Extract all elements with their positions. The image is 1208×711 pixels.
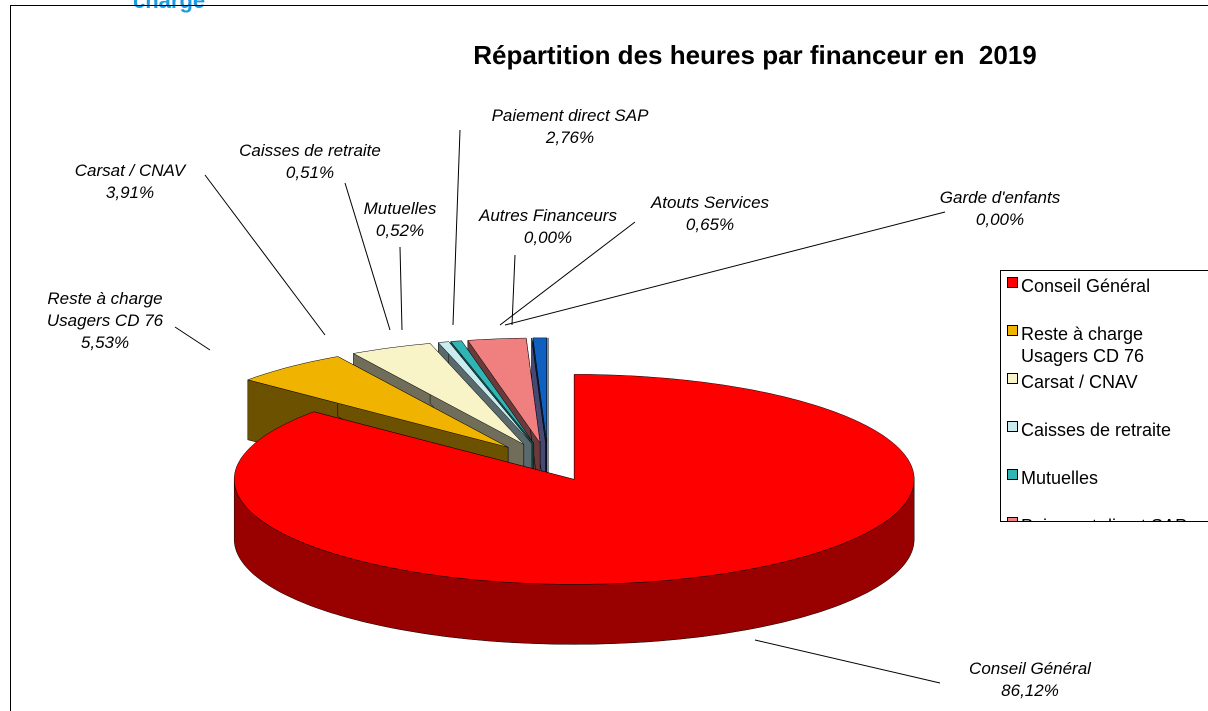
value-label: 5,53% [80,333,130,352]
slice-label: Caisses de retraite 0,51% [210,140,410,184]
leader-line [204,174,326,336]
leader-line [344,182,391,331]
legend-label: Reste à charge Usagers CD 76 [1021,324,1145,366]
legend-swatch [1007,373,1018,384]
legend: Conseil Général Reste à charge Usagers CD… [1000,270,1208,522]
slice-label: Carsat / CNAV 3,91% [50,160,210,204]
value-label: 0,52% [375,221,425,240]
slice-label: Reste à charge Usagers CD 76 5,53% [25,288,185,354]
category-label: Atouts Services [650,193,770,212]
slice [532,337,547,443]
heading-fragment: charge [133,0,206,13]
legend-swatch [1007,277,1018,288]
slice-label: Autres Financeurs 0,00% [448,205,648,249]
legend-label: Conseil Général [1021,276,1151,296]
slice-label: Atouts Services 0,65% [620,192,800,236]
value-label: 2,76% [545,128,595,147]
chart-title: Répartition des heures par financeur en … [473,40,1037,70]
legend-item: Reste à charge Usagers CD 76 [1001,319,1208,367]
slice [246,356,509,448]
legend-item: Caisses de retraite [1001,415,1208,463]
category-label: Autres Financeurs [479,206,617,225]
value-label: 86,12% [1001,681,1059,700]
legend-label: Mutuelles [1021,468,1099,488]
category-label: Mutuelles [363,199,437,218]
legend-item: Paiement direct SAP [1001,511,1208,521]
slice-label: Garde d'enfants 0,00% [910,187,1090,231]
legend-label: Carsat / CNAV [1021,372,1138,392]
value-label: 0,00% [975,210,1025,229]
value-label: 3,91% [105,183,155,202]
legend-swatch [1007,421,1018,432]
leader-line [511,254,516,326]
value-label: 0,65% [685,215,735,234]
category-label: Conseil Général [969,659,1091,678]
leader-line [399,246,403,331]
leader-line [452,129,461,326]
slice [352,343,524,445]
category-label: Caisses de retraite [239,141,381,160]
legend-item: Conseil Général [1001,271,1208,319]
legend-swatch [1007,469,1018,480]
legend-label: Paiement direct SAP [1021,511,1201,521]
slice [450,340,535,444]
legend-item: Mutuelles [1001,463,1208,511]
legend-item: Carsat / CNAV [1001,367,1208,415]
slice-label: Mutuelles 0,52% [340,198,460,242]
slice-label: Paiement direct SAP 2,76% [450,105,690,149]
legend-label: Caisses de retraite [1021,420,1172,440]
category-label: Paiement direct SAP [491,106,649,125]
slice [467,337,541,444]
value-label: 0,00% [523,228,573,247]
category-label: Garde d'enfants [939,188,1061,207]
slice-label: Conseil Général 86,12% [930,658,1130,702]
leader-line [499,221,636,326]
leader-line [504,211,946,326]
slice [233,374,915,585]
category-label: Carsat / CNAV [74,161,186,180]
category-label: Reste à charge Usagers CD 76 [46,289,164,330]
chart-frame [10,5,1208,711]
leader-line [174,326,211,351]
slice [437,341,533,444]
legend-swatch [1007,517,1018,521]
value-label: 0,51% [285,163,335,182]
leader-line [754,639,941,684]
legend-swatch [1007,325,1018,336]
